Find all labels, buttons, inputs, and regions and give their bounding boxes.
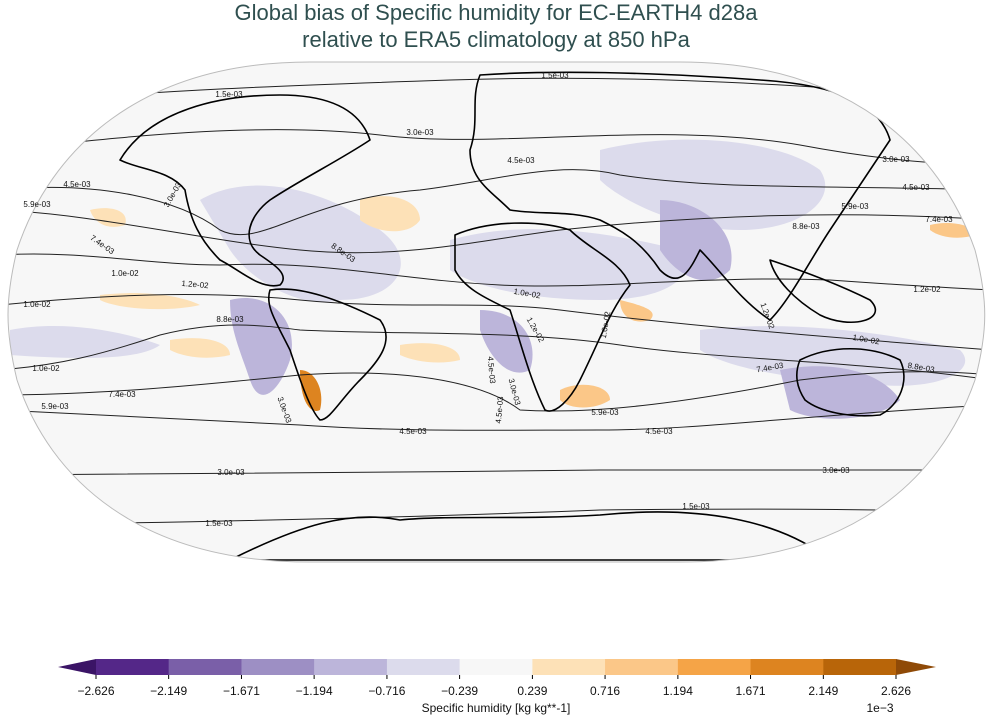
- colorbar-segment: [459, 659, 533, 675]
- contour-label: 8.8e-03: [792, 222, 820, 231]
- colorbar-segment: [96, 659, 170, 675]
- colorbar-extension: [58, 659, 96, 675]
- colorbar-segment: [823, 659, 897, 675]
- colorbar-segment: [605, 659, 679, 675]
- contour-label: 3.0e-03: [822, 466, 850, 475]
- contour-label: 4.5e-03: [486, 356, 497, 384]
- colorbar-segment: [532, 659, 606, 675]
- contour-label: 1.0e-02: [111, 269, 139, 278]
- contour-label: 8.8e-03: [216, 315, 244, 324]
- contour-label: 5.9e-03: [591, 408, 619, 417]
- contour-label: 1.2e-02: [181, 279, 209, 290]
- contour-label: 5.9e-03: [841, 202, 869, 211]
- colorbar-multiplier: 1e−3: [866, 701, 893, 715]
- contour-label: 1.0e-02: [32, 364, 60, 373]
- colorbar-tick-label: 0.716: [590, 684, 620, 698]
- contour-label: 3.0e-03: [217, 468, 245, 477]
- contour-label: 5.9e-03: [41, 402, 69, 411]
- colorbar-tick-label: −2.149: [150, 684, 187, 698]
- title-line: relative to ERA5 climatology at 850 hPa: [302, 27, 690, 52]
- colorbar-segment: [677, 659, 752, 675]
- colorbar-segment: [168, 659, 242, 675]
- colorbar-tick-label: −1.671: [223, 684, 260, 698]
- colorbar-segment: [241, 659, 315, 675]
- colorbar-segment: [386, 659, 461, 675]
- contour-label: 4.5e-03: [399, 427, 427, 436]
- contour-label: 7.4e-03: [108, 390, 136, 399]
- contour-label: 1.5e-03: [205, 519, 233, 528]
- contour-label: 3.0e-03: [882, 155, 910, 164]
- colorbar: −2.626 −2.149 −1.671 −1.194 −0.716 −0.239 0.23…: [58, 659, 936, 698]
- colorbar-segment: [750, 659, 824, 675]
- map: [8, 62, 985, 562]
- contour-label: 4.5e-03: [507, 156, 535, 165]
- contour-label: 4.5e-03: [494, 396, 505, 424]
- coastlines: [119, 71, 905, 561]
- colorbar-tick-label: 2.626: [881, 684, 911, 698]
- colorbar-tick-label: −2.626: [77, 684, 114, 698]
- contour-labels: 1.5e-03 1.5e-03 1.5e-03 1.5e-03 3.0e-03 3.0e-…: [23, 71, 953, 528]
- colorbar-label: Specific humidity [kg kg**-1]: [422, 701, 571, 715]
- contour-label: 1.5e-03: [682, 502, 710, 511]
- contour-label: 3.0e-03: [406, 128, 434, 137]
- colorbar-segment: [314, 659, 388, 675]
- contour-label: 1.5e-03: [541, 71, 569, 80]
- map-border: [7, 61, 986, 563]
- colorbar-tick-label: −1.194: [296, 684, 333, 698]
- colorbar-tick-label: 1.671: [736, 684, 766, 698]
- contour-label: 4.5e-03: [902, 183, 930, 192]
- colorbar-tick-label: 1.194: [663, 684, 693, 698]
- colorbar-tick-label: 2.149: [808, 684, 838, 698]
- colorbar-extension: [896, 659, 936, 675]
- colorbar-tick-label: 0.239: [517, 684, 547, 698]
- title-line: Global bias of Specific humidity for EC-…: [235, 0, 759, 25]
- contour-label: 4.5e-03: [63, 180, 91, 189]
- contour-label: 5.9e-03: [23, 200, 51, 209]
- contour-label: 1.5e-03: [215, 90, 243, 99]
- colorbar-tick-label: −0.239: [441, 684, 478, 698]
- contour-label: 1.2e-02: [913, 285, 941, 294]
- contour-label: 4.5e-03: [645, 427, 673, 436]
- contour-label: 1.0e-02: [23, 300, 51, 309]
- colorbar-tick-label: −0.716: [368, 684, 405, 698]
- contour-label: 7.4e-03: [925, 215, 953, 224]
